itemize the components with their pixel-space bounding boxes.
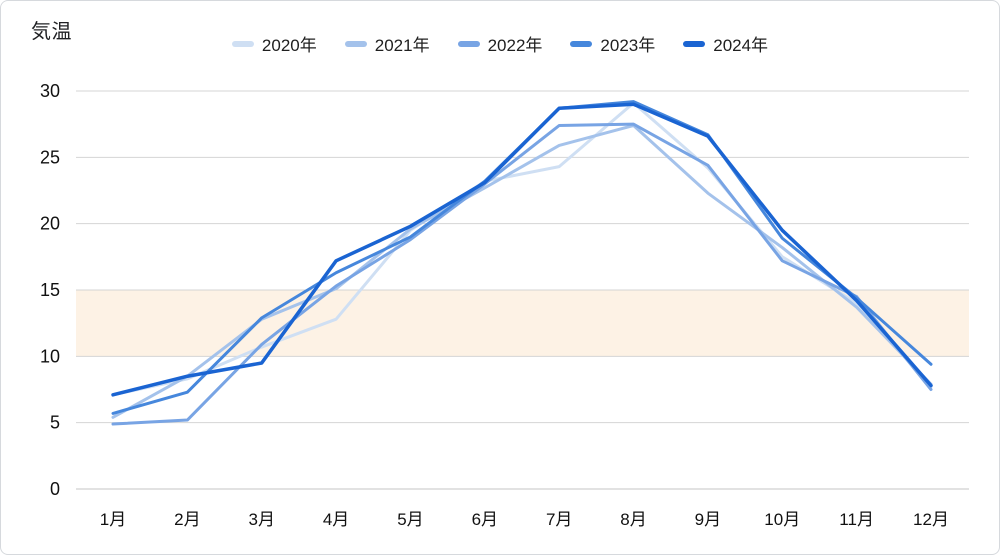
- legend-item-2020[interactable]: 2020年: [231, 31, 317, 56]
- legend-label: 2023年: [600, 36, 656, 55]
- y-axis-tick-label: 30: [40, 81, 60, 101]
- legend-label: 2021年: [374, 36, 430, 55]
- legend-swatch-icon: [570, 40, 593, 47]
- legend-swatch-icon: [683, 40, 706, 47]
- y-axis-tick-label: 0: [50, 479, 60, 499]
- legend-item-2022[interactable]: 2022年: [457, 31, 543, 56]
- legend-swatch-icon: [457, 40, 480, 47]
- x-axis-month-label: 4月: [323, 510, 349, 529]
- y-axis-tick-label: 25: [40, 147, 60, 167]
- legend-item-2021[interactable]: 2021年: [344, 31, 430, 56]
- x-axis-month-label: 5月: [397, 510, 423, 529]
- x-axis-month-label: 9月: [695, 510, 721, 529]
- series-line-2020[interactable]: [111, 101, 933, 397]
- y-axis-tick-label: 15: [40, 280, 60, 300]
- legend-swatch-icon: [231, 40, 254, 47]
- legend-label: 2022年: [487, 36, 543, 55]
- x-axis-month-label: 8月: [620, 510, 646, 529]
- legend-item-2024[interactable]: 2024年: [683, 31, 768, 56]
- x-axis-month-label: 10月: [764, 510, 800, 529]
- chart-title: 気温: [31, 21, 72, 43]
- legend: 2020年 2021年 2022年 2023年 2024年: [1, 31, 999, 56]
- x-axis-month-label: 7月: [546, 510, 572, 529]
- series-line-2022[interactable]: [111, 122, 933, 426]
- legend-item-2023[interactable]: 2023年: [570, 31, 655, 56]
- series-line-2024[interactable]: [111, 102, 933, 397]
- y-axis-tick-label: 5: [50, 413, 60, 433]
- legend-swatch-icon: [344, 40, 367, 47]
- x-axis-month-label: 6月: [472, 510, 498, 529]
- x-axis-month-label: 11月: [839, 510, 874, 529]
- x-axis-month-label: 12月: [913, 510, 949, 529]
- legend-label: 2024年: [713, 36, 769, 55]
- comfort-band: [76, 290, 969, 357]
- x-axis-month-label: 3月: [248, 510, 274, 529]
- legend-label: 2020年: [261, 36, 317, 55]
- y-axis-tick-label: 10: [40, 346, 60, 366]
- y-axis-tick-label: 20: [40, 214, 60, 234]
- x-axis-month-label: 1月: [100, 510, 126, 529]
- x-axis-month-label: 2月: [174, 510, 200, 529]
